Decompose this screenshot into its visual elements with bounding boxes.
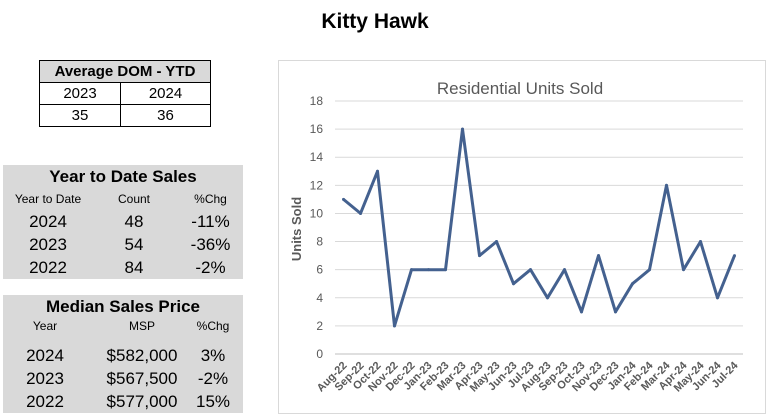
ytd-title: Year to Date Sales	[3, 165, 243, 189]
average-dom-table: Average DOM - YTD 2023 2024 35 36	[39, 60, 211, 127]
ytd-chg: -11%	[191, 212, 230, 231]
data-point	[546, 296, 549, 300]
msp-row: 2022 $577,000 15%	[3, 390, 243, 413]
ytd-chg: -2%	[195, 258, 226, 277]
y-tick-label: 0	[316, 347, 323, 361]
dom-year-2023: 2023	[39, 82, 121, 105]
median-sales-price-table: Median Sales Price Year MSP %Chg 2024 $5…	[3, 295, 243, 413]
msp-value: $577,000	[106, 392, 178, 411]
y-tick-label: 18	[310, 94, 324, 108]
msp-header-year: Year	[32, 319, 58, 333]
y-tick-label: 8	[316, 235, 323, 249]
y-axis-label: Units Sold	[289, 197, 304, 261]
ytd-year: 2024	[29, 212, 67, 231]
msp-year: 2022	[26, 392, 64, 411]
data-point	[427, 268, 430, 272]
data-point	[529, 268, 532, 272]
y-tick-label: 16	[310, 122, 324, 136]
msp-chg: 3%	[200, 346, 226, 365]
data-point	[563, 268, 566, 272]
units-sold-chart-svg: Residential Units Sold Units Sold 0 2 4 6 8 1…	[289, 79, 743, 394]
ytd-column-headers: Year to Date Count %Chg	[3, 189, 243, 210]
data-point	[580, 310, 583, 314]
ytd-year: 2022	[29, 258, 67, 277]
data-point	[461, 127, 464, 131]
units-sold-chart: Residential Units Sold Units Sold 0 2 4 6 8 1…	[278, 60, 766, 414]
ytd-count: 54	[124, 235, 144, 254]
ytd-year: 2023	[29, 235, 67, 254]
ytd-header-year: Year to Date	[14, 192, 82, 206]
series-units-sold	[342, 127, 736, 328]
data-point	[444, 268, 447, 272]
data-point	[359, 211, 362, 215]
msp-value: $567,500	[106, 369, 178, 388]
data-point	[512, 282, 515, 286]
data-point	[648, 268, 651, 272]
y-tick-label: 10	[310, 206, 324, 220]
chart-title: Residential Units Sold	[437, 79, 603, 98]
data-point	[733, 254, 736, 258]
msp-title: Median Sales Price	[3, 295, 243, 319]
data-point	[716, 296, 719, 300]
ytd-row: 2022 84 -2%	[3, 256, 243, 279]
msp-header-chg: %Chg	[196, 319, 230, 333]
y-tick-label: 14	[310, 150, 324, 164]
ytd-count: 48	[124, 212, 144, 231]
y-tick-labels: 0 2 4 6 8 10 12 14 16 18	[310, 94, 324, 361]
msp-row: 2023 $567,500 -2%	[3, 367, 243, 390]
ytd-chg: -36%	[190, 235, 231, 254]
data-point	[478, 254, 481, 258]
y-tick-label: 12	[310, 178, 324, 192]
data-point	[631, 282, 634, 286]
page-title: Kitty Hawk	[321, 10, 429, 33]
data-point	[699, 240, 702, 244]
data-point	[376, 169, 379, 173]
series-line	[342, 127, 736, 328]
data-point	[410, 268, 413, 272]
ytd-header-count: Count	[117, 192, 151, 206]
dom-value-2024: 36	[120, 104, 211, 127]
y-tick-label: 2	[316, 319, 323, 333]
data-point	[614, 310, 617, 314]
data-point	[342, 197, 345, 201]
y-tick-label: 4	[316, 291, 323, 305]
data-point	[597, 254, 600, 258]
ytd-row: 2024 48 -11%	[3, 210, 243, 233]
msp-year: 2024	[26, 346, 64, 365]
data-point	[665, 183, 668, 187]
ytd-header-chg: %Chg	[194, 192, 227, 206]
msp-value: $582,000	[106, 346, 178, 365]
msp-row: 2024 $582,000 3%	[3, 344, 243, 367]
x-tick-labels: Aug-22Sep-22Oct-22Nov-22Dec-22Jan-23Feb-…	[315, 359, 741, 394]
data-point	[393, 324, 396, 328]
ytd-row: 2023 54 -36%	[3, 233, 243, 256]
ytd-count: 84	[124, 258, 144, 277]
data-point	[682, 268, 685, 272]
dom-value-2023: 35	[39, 104, 121, 127]
year-to-date-sales-table: Year to Date Sales Year to Date Count %C…	[3, 165, 243, 279]
msp-header-msp: MSP	[128, 319, 155, 333]
msp-chg: 15%	[195, 392, 231, 411]
data-point	[495, 240, 498, 244]
dom-table-title: Average DOM - YTD	[39, 60, 211, 83]
y-tick-label: 6	[316, 263, 323, 277]
msp-column-headers: Year MSP %Chg	[3, 319, 243, 344]
dom-year-2024: 2024	[120, 82, 211, 105]
msp-chg: -2%	[197, 369, 229, 388]
msp-year: 2023	[26, 369, 64, 388]
